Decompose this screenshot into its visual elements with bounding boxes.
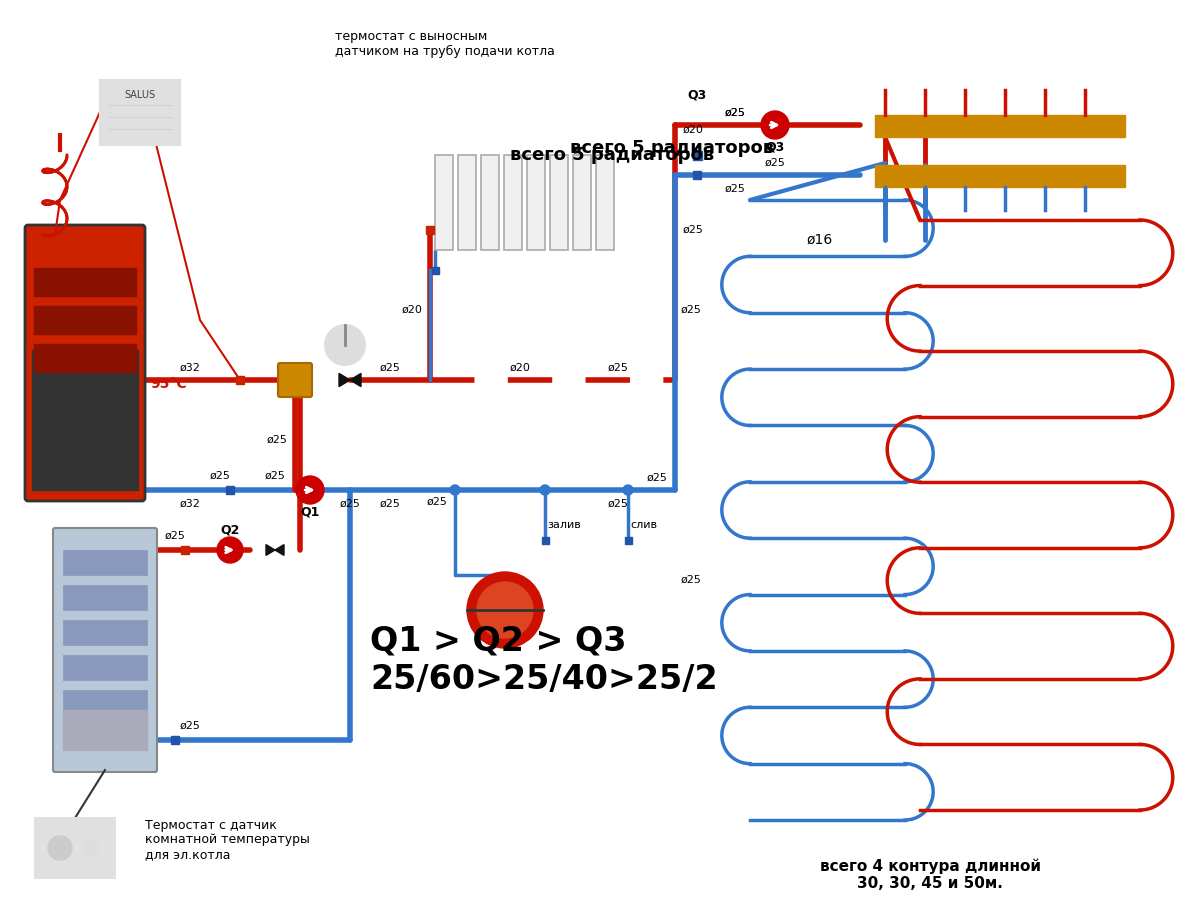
Bar [34, 344, 135, 372]
Bar [64, 585, 147, 610]
Bar [225, 486, 234, 494]
Bar [432, 266, 439, 274]
Bar [34, 268, 135, 296]
Text: термостат с выносным
датчиком на трубу подачи котла: термостат с выносным датчиком на трубу п… [335, 30, 555, 58]
Text: ø25: ø25 [608, 499, 628, 509]
Text: ø25: ø25 [180, 721, 200, 731]
Text: ø20: ø20 [510, 363, 530, 373]
Bar [596, 155, 614, 250]
Text: ø25: ø25 [724, 108, 746, 118]
Text: 95°C: 95°C [150, 377, 187, 391]
FancyBboxPatch shape [53, 528, 157, 772]
Bar [458, 155, 476, 250]
Bar [181, 546, 189, 554]
Polygon shape [266, 544, 275, 555]
Circle shape [325, 325, 364, 365]
Text: ø25: ø25 [682, 225, 704, 235]
FancyBboxPatch shape [25, 225, 145, 501]
Polygon shape [339, 374, 350, 387]
Text: ø25: ø25 [724, 108, 746, 118]
Bar [426, 226, 434, 234]
Bar [171, 736, 179, 744]
Bar [64, 620, 147, 645]
Bar [64, 690, 147, 715]
Bar [236, 376, 245, 384]
Text: Термостат с датчик
комнатной температуры
для эл.котла: Термостат с датчик комнатной температуры… [145, 818, 309, 861]
Text: ø25: ø25 [681, 575, 701, 585]
Bar [875, 165, 1125, 187]
Text: ø25: ø25 [380, 499, 400, 509]
Bar [573, 155, 591, 250]
Bar [64, 710, 147, 750]
Bar [35, 818, 115, 878]
Circle shape [82, 840, 98, 856]
Bar [32, 349, 138, 490]
Text: слив: слив [629, 520, 657, 530]
Text: ø16: ø16 [807, 233, 833, 247]
Polygon shape [275, 544, 284, 555]
Bar [64, 550, 147, 575]
Text: Q2: Q2 [221, 524, 240, 536]
Bar [481, 155, 499, 250]
Text: ø25: ø25 [380, 363, 400, 373]
Text: ø25: ø25 [339, 499, 361, 509]
Bar [528, 155, 546, 250]
Text: ø25: ø25 [427, 497, 447, 507]
Text: всего 5 радиаторов: всего 5 радиаторов [570, 139, 775, 157]
Circle shape [761, 111, 789, 139]
Bar [504, 155, 522, 250]
Text: ø32: ø32 [180, 363, 200, 373]
Circle shape [296, 476, 324, 504]
Circle shape [623, 485, 633, 495]
Circle shape [477, 582, 534, 638]
Circle shape [466, 572, 543, 648]
Text: SALUS: SALUS [125, 90, 156, 100]
Text: всего 5 радиаторов: всего 5 радиаторов [510, 146, 715, 164]
Polygon shape [350, 374, 361, 387]
Circle shape [48, 836, 72, 860]
Text: ø25: ø25 [164, 531, 186, 541]
Text: всего 4 контура длинной
30, 30, 45 и 50м.: всего 4 контура длинной 30, 30, 45 и 50м… [819, 859, 1041, 891]
Text: Q1 > Q2 > Q3
25/60>25/40>25/2: Q1 > Q2 > Q3 25/60>25/40>25/2 [370, 625, 718, 696]
Bar [693, 150, 701, 159]
Text: ø20: ø20 [682, 125, 704, 135]
Text: Q3: Q3 [765, 140, 784, 154]
Bar [550, 155, 568, 250]
FancyBboxPatch shape [278, 363, 312, 397]
Circle shape [540, 485, 550, 495]
Text: ø25: ø25 [646, 473, 668, 483]
Text: Q3: Q3 [687, 88, 706, 102]
Bar [875, 115, 1125, 137]
Text: залив: залив [547, 520, 580, 530]
Circle shape [450, 485, 460, 495]
Text: ø25: ø25 [681, 305, 701, 315]
Bar [625, 536, 632, 544]
Text: ø25: ø25 [765, 158, 785, 168]
Bar [34, 306, 135, 334]
Text: ø25: ø25 [724, 184, 746, 194]
Text: Q1: Q1 [300, 506, 320, 518]
Bar [64, 655, 147, 680]
Bar [435, 155, 453, 250]
Text: ø25: ø25 [265, 471, 285, 481]
Bar [693, 171, 701, 179]
Circle shape [217, 537, 243, 563]
Bar [100, 80, 180, 145]
Bar [542, 536, 548, 544]
Text: ø25: ø25 [608, 363, 628, 373]
Text: ø25: ø25 [266, 435, 288, 445]
Text: ø32: ø32 [180, 499, 200, 509]
Text: ø25: ø25 [210, 471, 230, 481]
Text: ø20: ø20 [402, 305, 422, 315]
